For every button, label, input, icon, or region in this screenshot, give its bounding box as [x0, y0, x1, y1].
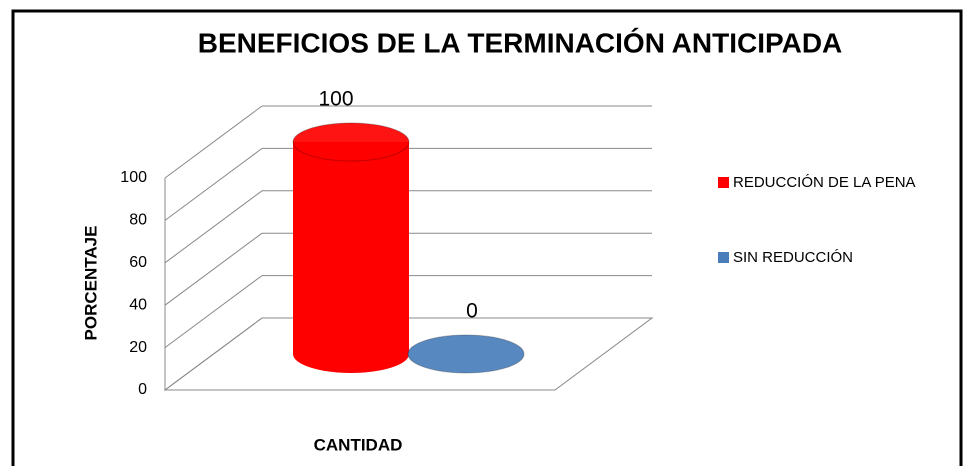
grid-line: [164, 190, 263, 264]
bar-top: [292, 122, 410, 162]
grid-line: [164, 275, 263, 349]
legend-label: SIN REDUCCIÓN: [733, 249, 853, 266]
y-tick-label: 0: [138, 381, 147, 398]
y-tick-label: 20: [129, 339, 147, 356]
data-label: 100: [318, 88, 353, 111]
legend-swatch: [718, 177, 729, 188]
legend-label: REDUCCIÓN DE LA PENA: [733, 174, 916, 191]
bar-body: [293, 142, 409, 373]
y-tick-label: 60: [129, 254, 147, 271]
chart-title: BENEFICIOS DE LA TERMINACIÓN ANTICIPADA: [198, 27, 843, 58]
y-axis-label: PORCENTAJE: [81, 226, 100, 341]
grid-line: [164, 317, 263, 391]
grid-line: [164, 232, 263, 306]
grid-line: [164, 105, 263, 179]
grid-line: [164, 147, 263, 221]
bar-top: [407, 334, 525, 374]
y-tick-label: 40: [129, 296, 147, 313]
data-label: 0: [466, 300, 478, 323]
y-tick-label: 100: [120, 169, 147, 186]
legend-swatch: [718, 252, 729, 263]
x-axis-label: CANTIDAD: [314, 435, 403, 454]
chart-frame: [11, 9, 963, 466]
y-tick-label: 80: [129, 212, 147, 229]
